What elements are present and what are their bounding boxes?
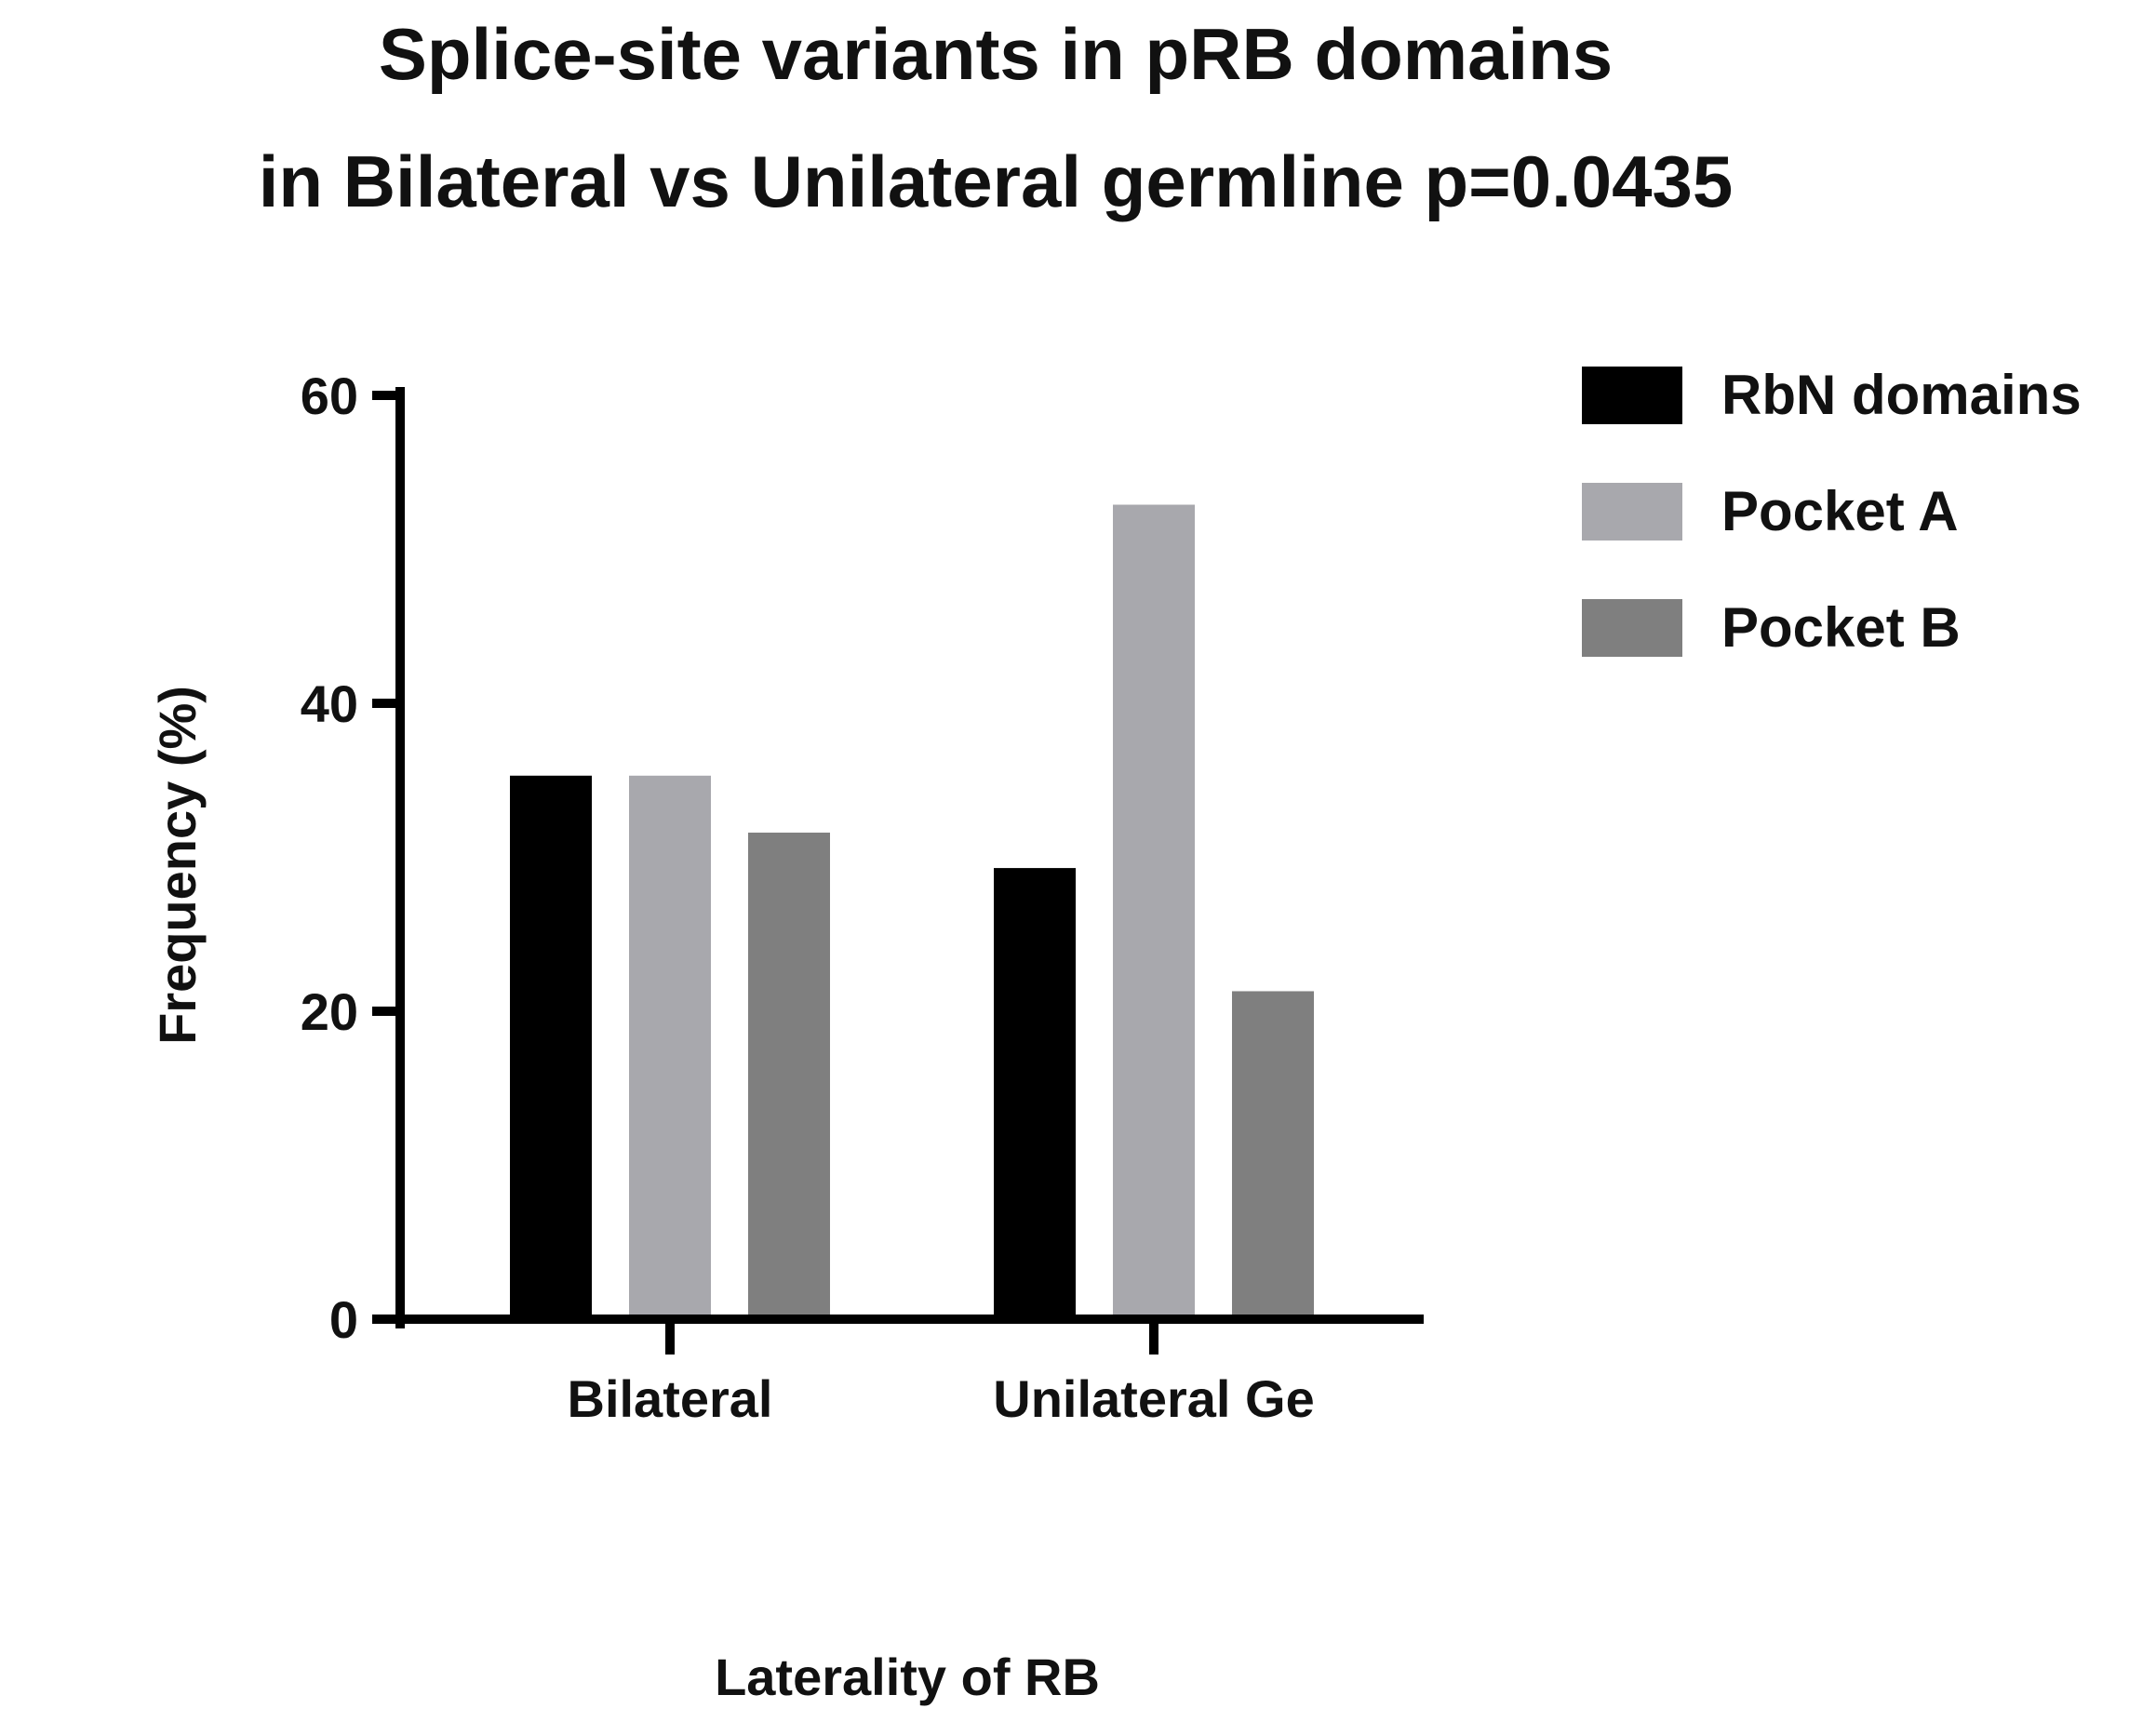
chart-title: Splice-site variants in pRB domains in B…: [259, 13, 1734, 222]
legend-swatch-pocket-b: [1582, 599, 1682, 657]
legend-swatch-rbn-domains: [1582, 367, 1682, 424]
bar-rbn-domains-bilateral: [510, 775, 592, 1319]
chart-title-line-2: in Bilateral vs Unilateral germline p=0.…: [259, 140, 1734, 222]
y-tick-label-40: 40: [301, 674, 358, 733]
bar-pocket-a-unilateral-ge: [1113, 504, 1195, 1319]
bar-pocket-a-bilateral: [629, 775, 711, 1319]
y-tick-label-20: 20: [301, 982, 358, 1041]
bar-pocket-b-bilateral: [748, 833, 830, 1319]
bar-rbn-domains-unilateral-ge: [994, 868, 1076, 1319]
x-tick-label-unilateral-ge: Unilateral Ge: [993, 1369, 1314, 1428]
y-tick-label-0: 0: [329, 1290, 358, 1349]
x-tick-label-bilateral: Bilateral: [568, 1369, 773, 1428]
bars-layer: [510, 504, 1314, 1319]
legend: RbN domains Pocket A Pocket B: [1582, 364, 2082, 659]
legend-label-rbn-domains: RbN domains: [1721, 364, 2082, 426]
legend-swatch-pocket-a: [1582, 483, 1682, 541]
bar-pocket-b-unilateral-ge: [1232, 991, 1314, 1319]
x-axis-label: Laterality of RB: [715, 1648, 1100, 1706]
legend-label-pocket-a: Pocket A: [1721, 480, 1959, 542]
chart-title-line-1: Splice-site variants in pRB domains: [379, 13, 1613, 95]
axes-layer: 0 20 40 60 Bilateral Unilateral Ge: [301, 367, 1424, 1428]
y-tick-label-60: 60: [301, 367, 358, 425]
legend-label-pocket-b: Pocket B: [1721, 596, 1961, 659]
y-axis-label: Frequency (%): [148, 686, 207, 1045]
